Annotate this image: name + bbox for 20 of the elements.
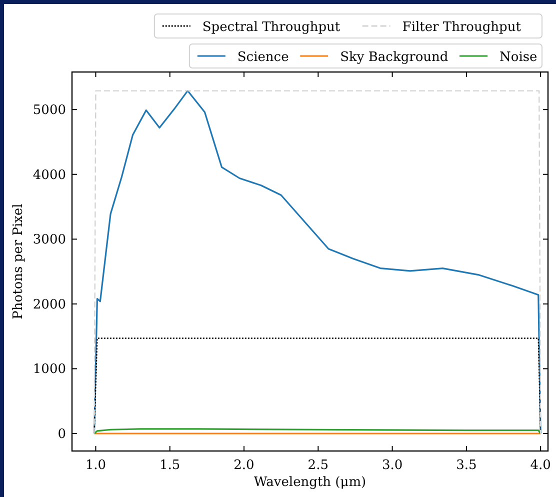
legend-label: Sky Background — [340, 50, 448, 65]
x-tick-label: 2.0 — [234, 458, 254, 473]
y-tick-label: 0 — [58, 427, 66, 442]
x-tick-label: 3.0 — [382, 458, 403, 473]
y-tick-label: 3000 — [32, 232, 66, 248]
x-tick-label: 1.5 — [160, 458, 180, 473]
legend-label: Spectral Throughput — [202, 20, 341, 35]
y-tick-label: 4000 — [32, 168, 66, 183]
y-axis-title: Photons per Pixel — [11, 204, 26, 320]
x-tick-label: 4.0 — [530, 458, 551, 473]
legend-label: Filter Throughput — [402, 20, 522, 35]
x-tick-label: 2.5 — [308, 458, 328, 473]
x-axis-title: Wavelength (μm) — [254, 475, 366, 490]
legend-label: Noise — [500, 50, 538, 65]
y-tick-label: 5000 — [32, 103, 66, 118]
x-tick-label: 3.5 — [456, 458, 477, 473]
x-tick-label: 1.0 — [85, 458, 106, 473]
y-tick-label: 1000 — [32, 362, 66, 378]
y-tick-label: 2000 — [32, 297, 66, 312]
legend-label: Science — [237, 50, 290, 65]
